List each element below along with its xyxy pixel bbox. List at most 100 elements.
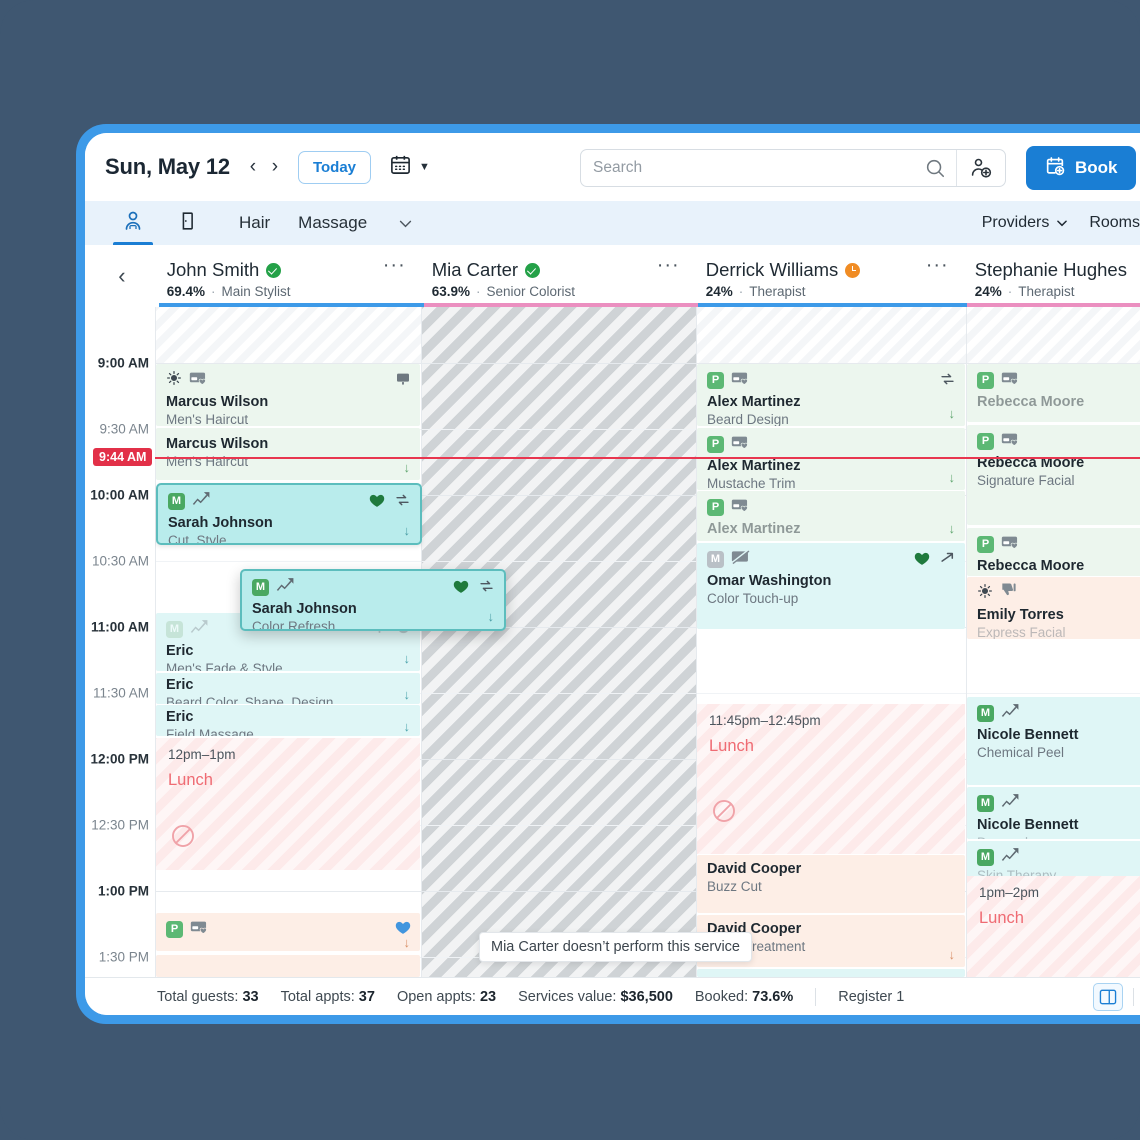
appointment-card[interactable] [697,969,965,977]
add-guest-icon[interactable] [957,150,1005,186]
appointment-card[interactable]: P Rebecca Moore [967,364,1140,422]
side-panel-icon[interactable] [1093,982,1123,1011]
monitor-icon [395,371,411,392]
time-label: 10:30 AM [91,553,149,569]
appointment-card[interactable]: M Nicole Bennett Chemical Peel [967,697,1140,785]
register-selector[interactable]: Register 1 [838,988,905,1005]
services-value-label: Services value: [518,988,617,1005]
search-input[interactable] [581,150,914,186]
appointment-card[interactable]: David Cooper Buzz Cut [697,855,965,913]
membership-m-icon: M [166,620,183,638]
open-appts-label: Open appts: [396,988,476,1005]
provider-color-rule [423,303,698,307]
trend-up-icon [190,619,209,639]
no-card-icon [731,548,750,570]
calendar-icon [389,153,412,181]
membership-p-icon: P [707,435,724,453]
total-guests-stat: Total guests: 33 [157,989,259,1005]
heart-blue-icon [395,920,411,940]
appointment-card[interactable]: P ↓ [156,913,420,951]
provider-role: Main Stylist [221,284,291,299]
services-value-value: $36,500 [620,988,673,1005]
tab-providers-view[interactable] [105,201,161,245]
appointment-card[interactable]: Marcus Wilson Men's Haircut [156,364,420,426]
calendar-view-picker[interactable]: ▼ [389,153,430,181]
filter-providers[interactable]: Providers [982,214,1070,232]
scroll-providers-left-button[interactable]: ‹ [118,263,126,288]
more-tabs-chevron-down-icon[interactable] [381,215,430,232]
prev-day-button[interactable]: ‹ [249,156,257,177]
appointment-card[interactable]: P Rebecca Moore Signature Facial [967,425,1140,525]
filter-rooms[interactable]: Rooms [1089,214,1140,232]
search-icon[interactable] [914,150,956,186]
repeat-icon [394,492,411,513]
provider-menu-button[interactable]: ··· [382,254,406,276]
provider-column-header-mia-carter[interactable]: Mia Carter 63.9% · Senior Colorist ··· [423,245,698,307]
provider-menu-button[interactable]: ··· [925,254,949,276]
block-lunch[interactable]: 11:45pm–12:45pm Lunch [697,704,965,854]
block-lunch[interactable]: 12pm–1pm Lunch [156,738,420,870]
time-label: 1:00 PM [97,883,149,899]
appointment-card[interactable]: Marcus Wilson Men's Haircut ↓ [156,428,420,480]
appointment-client-name: Sarah Johnson [168,515,273,531]
device-frame: Sun, May 12 ‹ › Today ▼ [76,124,1140,1024]
provider-menu-button[interactable]: ··· [656,254,680,276]
appointment-card[interactable]: P Alex Martinez ↓ [697,491,965,541]
tab-hair[interactable]: Hair [239,213,271,232]
today-button[interactable]: Today [297,150,372,184]
provider-role: Senior Colorist [486,284,576,299]
appointment-card[interactable]: P Rebecca Moore Microdermabrasion [967,528,1140,576]
appointment-client-name: Marcus Wilson [166,436,269,452]
provider-color-rule [966,303,1140,307]
appointment-client-name: Marcus Wilson [166,394,269,410]
provider-utilization: 24% [974,284,1002,299]
booked-stat: Booked: 73.6% [695,989,793,1005]
appointment-card-dragging[interactable]: M [240,569,506,631]
person-icon [121,209,145,238]
calendar-grid[interactable]: 9:00 AM 9:30 AM 10:00 AM 10:30 AM 11:00 … [85,307,1140,977]
appointment-card[interactable]: Eric Field Massage ↓ [156,705,420,736]
membership-p-icon: P [977,535,994,553]
appointment-card[interactable]: P Alex Martinez Mustache Trim ↓ [697,428,965,490]
appointment-service: Field Massage [166,727,254,736]
time-label: 1:30 PM [98,949,149,965]
provider-column-header-stephanie-hughes[interactable]: Stephanie Hughes 24% · Therapist [966,245,1140,307]
appointment-card-selected[interactable]: M [156,483,422,545]
appointment-card[interactable]: P [697,364,965,426]
book-button-label: Book [1075,158,1118,177]
appointment-service: Beard Design [707,412,789,426]
provider-column-header-john-smith[interactable]: John Smith 69.4% · Main Stylist ··· [158,245,424,307]
book-button[interactable]: Book [1026,146,1136,190]
appointment-client-name: Alex Martinez [707,394,801,410]
repeat-icon [939,371,956,392]
appointment-client-name: Alex Martinez [707,521,801,537]
trend-up-icon [1001,703,1020,723]
appointment-card[interactable]: Eric Beard Color, Shape, Design ↓ [156,673,420,704]
membership-p-icon: P [707,498,724,516]
appointment-card[interactable]: M Nicole Bennett Dermaplane [967,787,1140,839]
card-heart-icon [731,497,749,518]
tab-rooms-view[interactable] [161,201,215,245]
appointment-card[interactable]: M [697,543,965,629]
separator-dot: · [211,284,216,299]
time-label: 10:00 AM [90,487,149,503]
filter-tab-bar: Hair Massage Providers Rooms [85,201,1140,245]
appointment-card[interactable]: M Skin Therapy [967,841,1140,877]
arrow-right-icon [939,550,956,571]
appointment-client-name: David Cooper [707,861,802,877]
next-day-button[interactable]: › [271,156,279,177]
appointment-service: Color Touch-up [707,591,799,606]
provider-name: Derrick Williams [705,259,839,280]
overflow-down-arrow-icon: ↓ [403,719,411,734]
tab-massage[interactable]: Massage [298,213,368,232]
appointment-card[interactable]: Emily Torres Express Facial [967,577,1140,639]
membership-m-icon: M [252,578,269,596]
appointment-client-name: Rebecca Moore [977,455,1085,471]
time-axis: 9:00 AM 9:30 AM 10:00 AM 10:30 AM 11:00 … [85,307,155,977]
overflow-down-arrow-icon: ↓ [487,609,495,624]
membership-gray-m-icon: M [707,550,724,568]
appointment-card[interactable] [156,955,420,977]
block-lunch[interactable]: 1pm–2pm Lunch [967,876,1140,977]
provider-column-header-derrick-williams[interactable]: Derrick Williams 24% · Therapist ··· [697,245,967,307]
heart-icon [369,493,385,513]
